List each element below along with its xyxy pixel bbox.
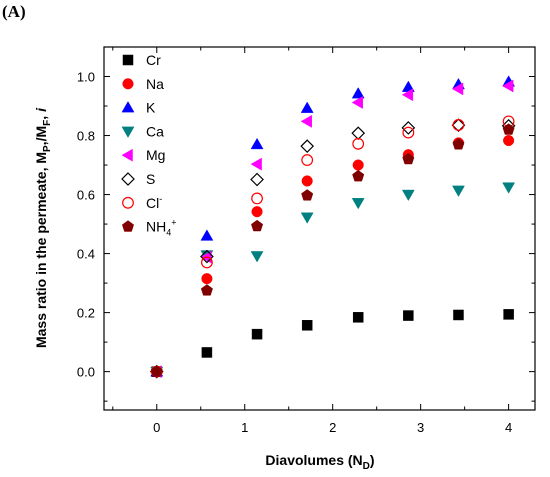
data-point-mg bbox=[351, 96, 363, 109]
data-point-cr bbox=[301, 320, 313, 331]
tick-labels: 0 1 2 3 4 0.0 0.2 0.4 0.6 0.8 1.0 bbox=[77, 70, 512, 435]
y-axis-title-sub1: P bbox=[42, 145, 53, 152]
data-point-nh bbox=[251, 219, 264, 232]
data-point-s bbox=[200, 249, 214, 264]
legend-marker-mg bbox=[121, 148, 133, 162]
legend-label-cr: Cr bbox=[146, 52, 161, 68]
axis-ticks bbox=[104, 47, 535, 410]
data-point-s bbox=[451, 118, 466, 133]
data-point-cl bbox=[402, 126, 415, 139]
data-point-ca bbox=[452, 185, 465, 197]
data-point-nh bbox=[352, 169, 365, 182]
data-point-nh bbox=[150, 365, 163, 377]
legend-label-k: K bbox=[146, 100, 156, 116]
plot-frame bbox=[103, 46, 536, 411]
y-tick-label: 0.0 bbox=[77, 365, 95, 380]
data-point-s bbox=[300, 139, 315, 154]
data-point-ca bbox=[300, 212, 314, 224]
y-axis-title: Mass ratio in the permeate, MP,/MF, i bbox=[33, 107, 53, 348]
data-point-cl bbox=[251, 192, 263, 205]
y-tick-label: 0.8 bbox=[77, 129, 95, 144]
data-point-k bbox=[351, 87, 365, 99]
data-point-s bbox=[351, 126, 366, 141]
legend-marker-s bbox=[121, 172, 135, 186]
data-point-ca bbox=[250, 251, 264, 263]
legend-marker-na bbox=[122, 78, 134, 90]
data-point-na bbox=[251, 206, 263, 218]
data-point-mg bbox=[401, 88, 414, 102]
data-point-na bbox=[503, 135, 515, 147]
data-point-mg bbox=[250, 157, 262, 171]
data-point-cr bbox=[251, 328, 263, 340]
x-tick-label: 0 bbox=[153, 420, 160, 435]
data-point-ca bbox=[351, 198, 365, 210]
data-point-cr bbox=[453, 309, 464, 321]
legend-label-nh: NH4+ bbox=[146, 218, 177, 238]
data-point-mg bbox=[502, 79, 514, 93]
legend-label-ca: Ca bbox=[146, 123, 164, 139]
y-tick-label: 1.0 bbox=[77, 70, 95, 85]
data-point-nh bbox=[200, 284, 213, 296]
data-point-cr bbox=[503, 309, 514, 320]
data-point-cr bbox=[201, 347, 213, 358]
x-axis-title: Diavolumes (ND) bbox=[265, 452, 374, 472]
data-point-ca bbox=[401, 189, 415, 202]
legend-marker-ca bbox=[121, 126, 135, 138]
legend-marker-cl bbox=[122, 196, 134, 209]
y-axis-title-italic: i bbox=[33, 107, 49, 112]
panel-label: (A) bbox=[2, 2, 26, 21]
x-axis-title-sub: D bbox=[363, 461, 370, 472]
data-point-na bbox=[301, 175, 313, 187]
data-point-cl bbox=[201, 256, 213, 269]
data-point-k bbox=[250, 137, 264, 150]
data-point-cl bbox=[352, 137, 365, 150]
y-tick-label: 0.6 bbox=[77, 188, 95, 203]
data-point-cl bbox=[301, 154, 314, 166]
y-tick-label: 0.4 bbox=[77, 247, 95, 262]
legend-label-cl: Cl- bbox=[146, 194, 162, 211]
data-point-nh bbox=[502, 123, 515, 135]
x-tick-label: 4 bbox=[505, 420, 512, 435]
data-point-cr bbox=[403, 310, 414, 321]
data-point-mg bbox=[451, 82, 464, 96]
data-points bbox=[149, 75, 516, 379]
legend-label-na: Na bbox=[146, 76, 164, 92]
data-point-nh bbox=[301, 189, 314, 201]
data-point-ca bbox=[502, 182, 516, 194]
legend-label-s: S bbox=[146, 171, 155, 187]
y-tick-label: 0.2 bbox=[77, 306, 95, 321]
data-point-nh bbox=[402, 152, 415, 165]
legend: Cr Na K Ca Mg S Cl- NH4+ bbox=[121, 52, 177, 238]
legend-marker-k bbox=[121, 101, 135, 113]
data-point-mg bbox=[300, 114, 312, 128]
y-axis-title-tail: , bbox=[33, 116, 49, 120]
data-point-k bbox=[300, 101, 314, 113]
y-axis-title-mid: ,/M bbox=[33, 126, 49, 145]
x-tick-label: 2 bbox=[329, 420, 336, 435]
data-point-nh bbox=[452, 138, 465, 150]
x-axis-title-tail: ) bbox=[370, 452, 375, 468]
data-point-k bbox=[200, 229, 214, 241]
y-axis-title-sub2: F bbox=[42, 120, 53, 126]
x-tick-label: 3 bbox=[417, 420, 424, 435]
data-point-cr bbox=[352, 312, 364, 323]
legend-marker-cr bbox=[122, 54, 134, 66]
data-point-na bbox=[201, 273, 213, 285]
data-point-s bbox=[401, 121, 416, 135]
y-axis-title-main: Mass ratio in the permeate, M bbox=[33, 152, 49, 348]
legend-label-mg: Mg bbox=[146, 147, 165, 163]
legend-marker-nh bbox=[121, 220, 135, 232]
data-point-s bbox=[250, 172, 264, 187]
data-point-na bbox=[352, 159, 364, 171]
data-point-cl bbox=[452, 119, 465, 131]
x-axis-title-main: Diavolumes (N bbox=[265, 452, 362, 468]
x-tick-label: 1 bbox=[241, 420, 248, 435]
